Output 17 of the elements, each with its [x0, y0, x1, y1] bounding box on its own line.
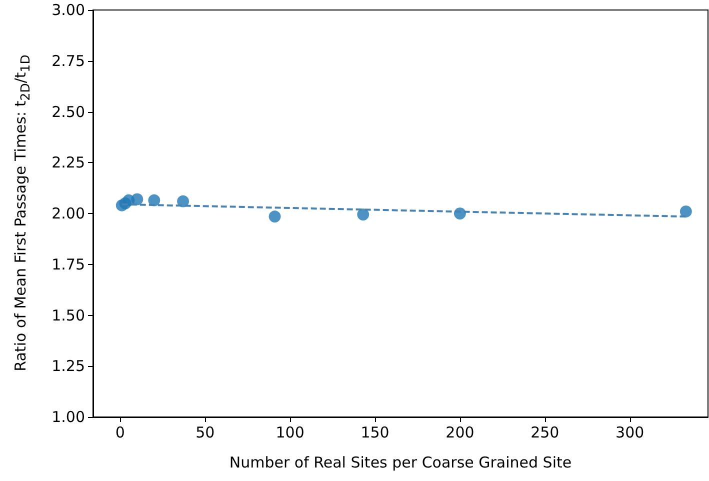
x-tick-label: 0 — [115, 424, 125, 442]
y-tick-label: 2.75 — [52, 52, 85, 70]
y-tick-label: 2.00 — [52, 204, 85, 222]
x-axis-title: Number of Real Sites per Coarse Grained Site — [229, 454, 572, 472]
y-tick-label: 1.00 — [52, 408, 85, 426]
y-tick-label: 1.75 — [52, 255, 85, 274]
y-tick-label: 1.25 — [52, 357, 85, 376]
x-tick-label: 250 — [530, 424, 560, 442]
x-tick-label: 50 — [196, 424, 215, 442]
x-tick-label: 100 — [276, 424, 304, 442]
x-tick-label: 200 — [446, 424, 474, 442]
y-tick-label: 2.50 — [52, 102, 85, 121]
x-tick-label: 300 — [616, 424, 644, 442]
y-tick-label: 1.50 — [52, 306, 85, 324]
y-tick-label: 2.25 — [52, 154, 85, 172]
x-tick-label: 150 — [360, 424, 390, 442]
y-tick-label: 3.00 — [52, 1, 85, 19]
